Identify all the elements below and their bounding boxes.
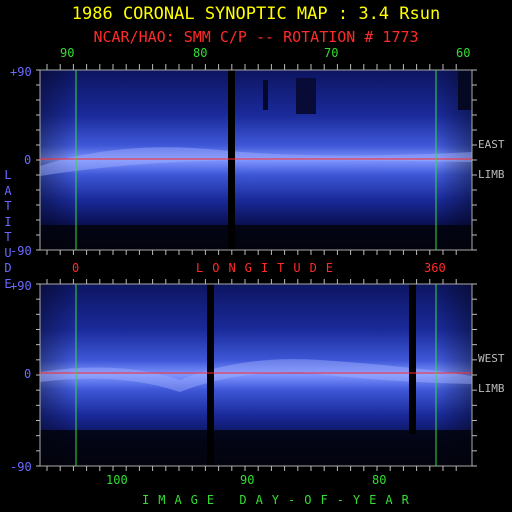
- longitude-start-label: 0: [72, 261, 80, 275]
- bottom-lat-minus90: -90: [10, 460, 32, 474]
- top-lat-minus90: -90: [10, 244, 32, 258]
- axis-ticks: [36, 64, 477, 471]
- latitude-axis-letter: T: [4, 230, 12, 244]
- latitude-axis-letter: L: [4, 168, 12, 182]
- top-lat-plus90: +90: [10, 65, 32, 79]
- top-map-panel: [39, 69, 473, 251]
- bottom-lat-plus90: +90: [10, 279, 32, 293]
- top-longitude-tick: 70: [324, 46, 339, 60]
- map-title: 1986 CORONAL SYNOPTIC MAP : 3.4 Rsun: [71, 4, 441, 24]
- west-label: WEST: [478, 352, 505, 365]
- east-label: EAST: [478, 138, 505, 151]
- longitude-axis-title: LONGITUDE: [196, 261, 343, 275]
- latitude-axis-letter: I: [4, 214, 12, 229]
- day-of-year-axis-title: IMAGE DAY-OF-YEAR: [142, 493, 418, 507]
- top-longitude-tick: 60: [456, 46, 471, 60]
- east-limb-label: LIMB: [478, 168, 505, 181]
- longitude-end-label: 360: [424, 261, 446, 275]
- day-tick: 100: [106, 473, 128, 487]
- top-longitude-tick: 90: [60, 46, 75, 60]
- top-longitude-tick: 80: [193, 46, 208, 60]
- latitude-axis-letter: D: [4, 261, 12, 275]
- latitude-axis-letter: A: [4, 183, 12, 198]
- latitude-axis-letter: E: [4, 276, 12, 291]
- day-tick: 90: [240, 473, 255, 487]
- top-lat-zero: 0: [24, 153, 32, 167]
- west-limb-label: LIMB: [478, 382, 505, 395]
- bottom-map-panel: [39, 283, 473, 467]
- day-tick: 80: [372, 473, 387, 487]
- map-subtitle: NCAR/HAO: SMM C/P -- ROTATION # 1773: [93, 28, 419, 46]
- bottom-lat-zero: 0: [24, 367, 32, 381]
- latitude-axis-letter: T: [4, 199, 12, 213]
- latitude-axis-letter: U: [4, 245, 12, 260]
